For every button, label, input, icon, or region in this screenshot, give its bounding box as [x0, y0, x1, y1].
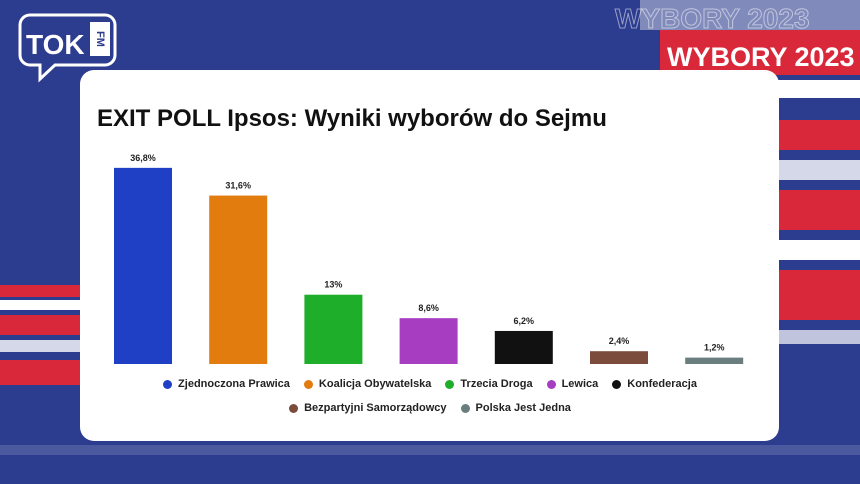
- bar: [494, 330, 553, 364]
- legend-label: Konfederacja: [627, 378, 697, 390]
- value-label: 6,2%: [514, 316, 535, 326]
- legend-label: Koalicja Obywatelska: [318, 378, 432, 390]
- value-label: 31,6%: [225, 181, 251, 191]
- legend-swatch: [612, 379, 622, 389]
- value-label: 13%: [324, 280, 342, 290]
- legend-item: Lewica: [546, 376, 599, 392]
- legend-item: Koalicja Obywatelska: [303, 376, 432, 392]
- legend-item: Zjednoczona Prawica: [163, 376, 290, 392]
- bar: [304, 294, 363, 364]
- legend-swatch: [303, 379, 313, 389]
- value-label: 2,4%: [609, 336, 630, 346]
- legend: Zjednoczona Prawica Koalicja Obywatelska T…: [100, 376, 760, 416]
- logo-sub: FM: [94, 31, 106, 47]
- bar: [590, 351, 648, 364]
- bar: [685, 357, 744, 364]
- legend-label: Zjednoczona Prawica: [178, 378, 290, 390]
- legend-swatch: [163, 379, 173, 389]
- bar: [209, 195, 268, 364]
- value-label: 36,8%: [130, 153, 156, 163]
- banner-faded: WYBORY 2023: [615, 3, 810, 34]
- bar: [399, 318, 458, 364]
- legend-label: Trzecia Droga: [460, 378, 533, 390]
- value-label: 8,6%: [418, 303, 439, 313]
- legend-label: Bezpartyjni Samorządowcy: [304, 402, 447, 414]
- legend-swatch: [289, 403, 299, 413]
- legend-swatch: [445, 379, 455, 389]
- legend-item: Bezpartyjni Samorządowcy: [289, 400, 447, 416]
- legend-item: Konfederacja: [612, 376, 697, 392]
- banner: WYBORY 2023: [667, 42, 855, 72]
- legend-label: Lewica: [561, 378, 599, 390]
- value-label: 1,2%: [704, 343, 725, 353]
- legend-label: Polska Jest Jedna: [475, 402, 571, 414]
- legend-item: Polska Jest Jedna: [460, 400, 571, 416]
- legend-swatch: [460, 403, 470, 413]
- chart-title: EXIT POLL Ipsos: Wyniki wyborów do Sejmu: [97, 105, 607, 132]
- legend-swatch: [546, 379, 556, 389]
- legend-item: Trzecia Droga: [445, 376, 533, 392]
- bar: [114, 167, 172, 364]
- logo: TOK: [26, 29, 85, 60]
